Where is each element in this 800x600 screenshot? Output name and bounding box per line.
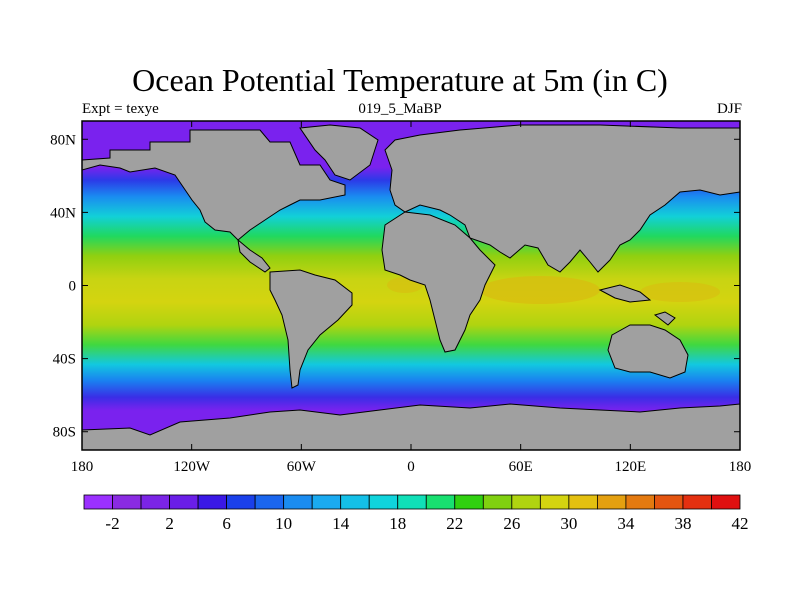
colorbar-label: 30 — [560, 514, 577, 533]
x-tick-label: 120E — [614, 459, 646, 475]
plot-title: Ocean Potential Temperature at 5m (in C) — [132, 62, 668, 98]
x-tick-label: 60W — [287, 459, 317, 475]
x-tick-label: 120W — [173, 459, 211, 475]
australia-land — [607, 324, 689, 379]
colorbar-swatch — [340, 494, 370, 510]
y-tick-label: 40N — [50, 205, 76, 221]
colorbar-swatch — [511, 494, 541, 510]
experiment-label: Expt = texye — [82, 101, 159, 117]
y-tick-label: 80N — [50, 132, 76, 148]
colorbar-label: 14 — [332, 514, 350, 533]
north-america-land — [82, 129, 346, 241]
colorbar-swatch — [539, 494, 570, 510]
x-tick-label: 180 — [71, 459, 94, 475]
colorbar-swatch — [140, 494, 170, 510]
axis-ticks: 180 120W 60W 0 60E 120E 180 80N 40N 0 40S 80S — [50, 121, 751, 475]
colorbar-swatch — [368, 494, 399, 510]
x-tick-label: 60E — [509, 459, 533, 475]
warm-pool-pacific — [640, 282, 720, 302]
y-tick-label: 0 — [69, 279, 77, 295]
colorbar-swatch — [112, 494, 142, 510]
period-label: 019_5_MaBP — [358, 101, 442, 117]
warm-pool-indian — [480, 276, 600, 304]
africa-land — [381, 211, 496, 353]
season-label: DJF — [716, 101, 742, 117]
south-america-land — [269, 269, 353, 389]
ocean-field — [82, 121, 740, 450]
colorbar-label: 10 — [275, 514, 292, 533]
land-masses — [82, 124, 740, 450]
colorbar-label: 6 — [222, 514, 231, 533]
colorbar-label: -2 — [105, 514, 119, 533]
colorbar-swatch — [625, 494, 655, 510]
colorbar-swatch — [397, 494, 427, 510]
colorbar-swatch — [83, 494, 113, 510]
colorbar: -2 2 6 10 14 18 22 26 30 34 38 42 — [83, 494, 749, 533]
new-guinea-land — [653, 311, 676, 326]
colorbar-swatch — [254, 494, 285, 510]
colorbar-swatch — [711, 494, 741, 510]
colorbar-label: 38 — [674, 514, 691, 533]
colorbar-swatch — [425, 494, 456, 510]
y-tick-label: 80S — [53, 425, 76, 441]
colorbar-swatch — [226, 494, 256, 510]
colorbar-swatch — [283, 494, 313, 510]
colorbar-swatch — [169, 494, 199, 510]
colorbar-swatch — [197, 494, 228, 510]
colorbar-swatch — [311, 494, 342, 510]
greenland-land — [299, 124, 379, 181]
colorbar-swatch — [482, 494, 513, 510]
colorbar-swatch — [454, 494, 484, 510]
colorbar-swatch — [596, 494, 627, 510]
y-tick-label: 40S — [53, 352, 76, 368]
colorbar-label: 18 — [389, 514, 406, 533]
colorbar-label: 42 — [732, 514, 749, 533]
eurasia-land — [384, 124, 740, 273]
colorbar-swatch — [654, 494, 684, 510]
colorbar-label: 2 — [165, 514, 174, 533]
colorbar-label: 26 — [503, 514, 520, 533]
colorbar-label: 34 — [617, 514, 635, 533]
indonesia-land — [598, 284, 652, 303]
colorbar-swatch — [568, 494, 598, 510]
x-tick-label: 180 — [729, 459, 752, 475]
antarctica-land — [82, 403, 740, 450]
colorbar-swatch — [682, 494, 712, 510]
x-tick-label: 0 — [407, 459, 415, 475]
colorbar-label: 22 — [446, 514, 463, 533]
central-america-land — [237, 238, 271, 273]
